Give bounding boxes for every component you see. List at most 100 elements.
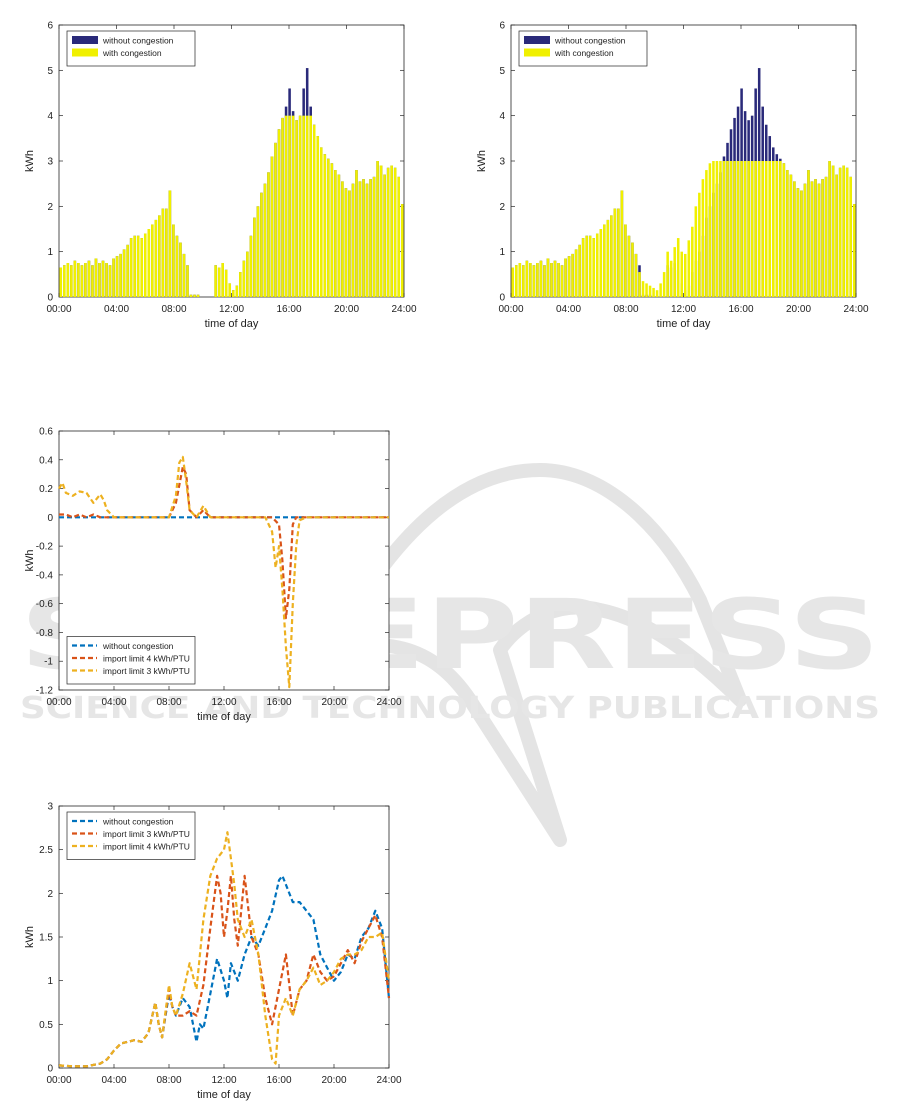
bar: [571, 253, 574, 297]
bar: [112, 258, 115, 297]
y-axis-label: kWh: [476, 150, 488, 172]
bar: [274, 142, 277, 297]
y-tick-label: 1.5: [39, 933, 53, 944]
bar: [564, 258, 567, 297]
y-tick-label: 1: [499, 247, 505, 258]
bar: [309, 115, 312, 298]
bar: [189, 294, 193, 297]
legend-entry: without congestion: [554, 36, 626, 46]
bar: [588, 235, 592, 297]
bar: [687, 240, 691, 297]
bar: [235, 285, 239, 297]
bar: [323, 154, 327, 297]
bar: [722, 161, 726, 297]
y-tick-label: 2.5: [39, 845, 53, 856]
bar: [606, 219, 610, 297]
x-tick-label: 24:00: [391, 304, 416, 315]
bar: [327, 158, 330, 297]
watermark-swoosh-shape: [323, 463, 747, 847]
y-tick-label: -0.8: [36, 628, 54, 639]
bar: [140, 238, 143, 297]
bar: [179, 242, 182, 297]
bar: [592, 238, 595, 297]
legend-entry: import limit 4 kWh/PTU: [103, 654, 190, 664]
bar: [676, 238, 680, 297]
bar: [779, 161, 782, 297]
legend-entry: without congestion: [102, 817, 174, 827]
bar: [740, 161, 743, 297]
bar: [80, 265, 84, 297]
bar: [553, 260, 557, 297]
y-tick-label: 6: [47, 21, 53, 32]
bar: [715, 161, 719, 297]
bar: [518, 263, 522, 297]
chart-4: 0 0.5 1 1.5 2 2.5 3 00:00 04:00 08:00 12:00 16:00 20…: [24, 802, 402, 1102]
bar: [662, 272, 666, 297]
bar: [302, 115, 305, 298]
legend-entry: import limit 3 kWh/PTU: [103, 666, 190, 676]
bar: [242, 260, 246, 297]
bar: [522, 265, 525, 297]
bar: [196, 294, 200, 297]
x-tick-label: 04:00: [101, 697, 126, 708]
y-tick-label: -1: [44, 657, 53, 668]
bar: [683, 253, 687, 297]
bar: [849, 176, 852, 297]
bar: [172, 224, 175, 297]
bar: [182, 253, 186, 297]
plot-marks: [58, 831, 391, 1068]
bar: [845, 167, 849, 297]
bar: [291, 115, 295, 298]
x-tick-label: 00:00: [46, 697, 71, 708]
x-tick-label: 24:00: [843, 304, 868, 315]
bar: [397, 176, 400, 297]
bar: [824, 176, 828, 297]
bar: [761, 161, 764, 297]
bar: [365, 183, 369, 297]
bar: [613, 208, 617, 297]
y-tick-label: 4: [499, 111, 505, 122]
bar: [154, 219, 158, 297]
y-axis-label: kWh: [24, 926, 36, 948]
legend-swatch: [72, 36, 98, 44]
bar: [645, 283, 648, 297]
bar: [147, 229, 151, 297]
bar: [532, 265, 536, 297]
chart-2: 0 1 2 3 4 5 6 00:00 04:00 08:00 12:00 16:00 20:00 24:…: [476, 21, 869, 331]
bar: [793, 181, 796, 297]
x-tick-label: 20:00: [334, 304, 359, 315]
bar: [828, 161, 831, 297]
bar: [193, 294, 196, 297]
bar: [775, 161, 779, 297]
bar: [831, 165, 835, 297]
bar: [546, 258, 550, 297]
bar: [320, 147, 323, 297]
y-tick-label: 2: [499, 202, 505, 213]
y-tick-label: 5: [47, 66, 53, 77]
bar: [341, 181, 344, 297]
bar: [224, 269, 228, 297]
bar: [835, 174, 838, 297]
bar: [362, 179, 365, 297]
bar: [393, 167, 397, 297]
bar: [515, 265, 518, 297]
bar-series-2: [59, 115, 404, 298]
chart-1: 0 1 2 3 4 5 6 00:00 04:00 08:00 12:00 16:00 20:00 24:…: [24, 21, 417, 331]
bar: [620, 190, 624, 297]
y-tick-label: 6: [499, 21, 505, 32]
y-tick-label: 0: [47, 1064, 53, 1075]
legend: without congestion with congestion: [66, 30, 196, 67]
bar: [747, 161, 750, 297]
bar: [708, 163, 712, 297]
bar: [84, 263, 87, 297]
x-axis-label: time of day: [197, 711, 251, 723]
x-tick-label: 00:00: [46, 1075, 71, 1086]
bar: [256, 206, 260, 297]
bar: [669, 260, 673, 297]
y-tick-label: 1: [47, 247, 53, 258]
bar: [852, 204, 856, 297]
bar: [726, 161, 729, 297]
x-tick-label: 20:00: [786, 304, 811, 315]
bar: [652, 287, 655, 297]
x-tick-label: 16:00: [728, 304, 753, 315]
